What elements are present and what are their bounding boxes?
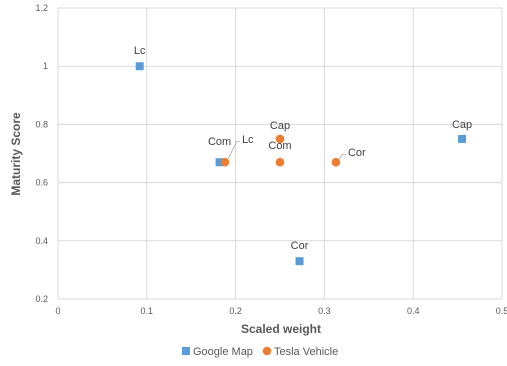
point-label: Cap [270,120,290,132]
point-labels: Lc Com Cor Cap Lc Cap Com Cor [134,45,472,252]
x-axis-title: Scaled weight [241,322,321,336]
point-google-map [135,62,144,71]
y-tick-label: 1.2 [35,3,48,13]
point-label: Com [208,136,231,148]
label-leader-line [338,153,346,160]
x-tick-label: 0.1 [141,306,154,316]
legend-swatch [182,347,190,355]
point-tesla-vehicle [275,134,285,144]
y-tick-label: 0.2 [35,294,48,304]
point-tesla-vehicle [220,157,230,167]
y-tick-label: 0.4 [35,236,48,246]
y-axis-title: Maturity Score [9,112,23,196]
point-label: Lc [242,134,254,146]
point-label: Com [268,140,291,152]
legend-swatch [262,346,272,356]
y-tick-label: 1 [43,61,48,71]
x-tick-label: 0 [55,306,60,316]
point-google-map [295,257,304,266]
legend-label: Tesla Vehicle [274,346,338,358]
y-tick-label: 0.8 [35,119,48,129]
point-label: Cor [291,240,309,252]
y-tick-label: 0.6 [35,178,48,188]
axis-ticks: 0 0.1 0.2 0.3 0.4 0.5 0.2 0.4 0.6 0.8 1 1.2 [35,3,507,316]
point-tesla-vehicle [275,157,285,167]
point-google-map [458,134,467,143]
point-label: Lc [134,45,146,57]
label-leader-lines [227,140,346,160]
x-tick-label: 0.5 [496,306,507,316]
x-tick-label: 0.2 [229,306,242,316]
x-tick-label: 0.3 [318,306,331,316]
legend: Google Map Tesla Vehicle [182,346,338,358]
point-tesla-vehicle [331,157,341,167]
data-points [135,62,467,266]
legend-label: Google Map [193,346,253,358]
x-tick-label: 0.4 [407,306,420,316]
point-google-map [215,158,224,167]
point-label: Cap [452,119,472,131]
label-leader-line [227,140,240,160]
point-label: Cor [348,147,366,159]
gridlines [57,7,503,300]
